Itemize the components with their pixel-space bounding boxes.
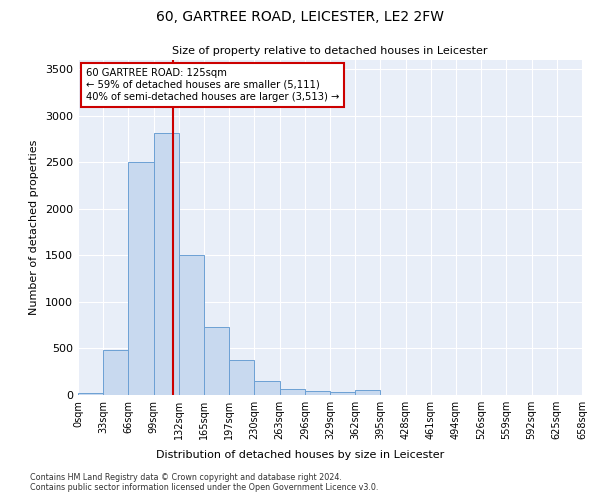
Bar [280,389,305,395]
Text: Distribution of detached houses by size in Leicester: Distribution of detached houses by size … [156,450,444,460]
Bar [229,360,254,395]
Bar [204,327,229,395]
Text: 60, GARTREE ROAD, LEICESTER, LE2 2FW: 60, GARTREE ROAD, LEICESTER, LE2 2FW [156,10,444,24]
Text: 60 GARTREE ROAD: 125sqm
← 59% of detached houses are smaller (5,111)
40% of semi: 60 GARTREE ROAD: 125sqm ← 59% of detache… [86,68,339,102]
Bar [179,256,204,395]
Bar [103,350,128,395]
Bar [355,390,380,395]
Text: Contains public sector information licensed under the Open Government Licence v3: Contains public sector information licen… [30,483,379,492]
Bar [154,132,179,395]
Bar [254,380,280,395]
Bar [78,393,103,395]
Bar [128,162,154,395]
Bar [330,392,355,395]
Text: Contains HM Land Registry data © Crown copyright and database right 2024.: Contains HM Land Registry data © Crown c… [30,472,342,482]
Y-axis label: Number of detached properties: Number of detached properties [29,140,40,315]
Bar [305,391,330,395]
Title: Size of property relative to detached houses in Leicester: Size of property relative to detached ho… [172,46,488,56]
